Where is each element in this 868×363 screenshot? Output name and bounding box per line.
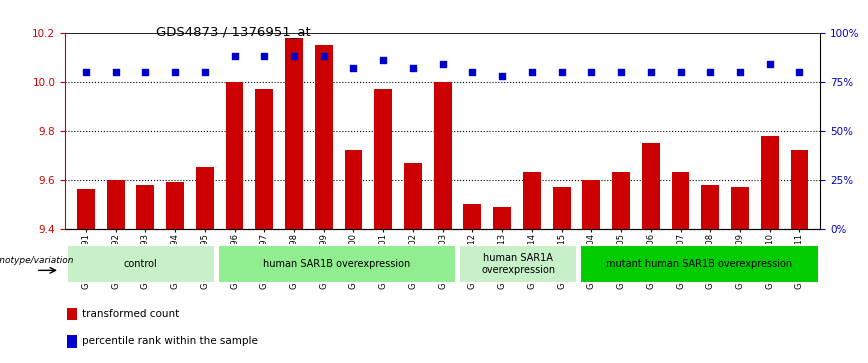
Bar [731,187,749,229]
Bar [68,307,76,320]
Point [674,69,687,75]
Point [792,69,806,75]
Bar [493,207,511,229]
Bar [345,150,363,229]
Text: mutant human SAR1B overexpression: mutant human SAR1B overexpression [607,259,792,269]
Point [584,69,598,75]
Bar [523,172,541,229]
Point [287,53,301,59]
Text: percentile rank within the sample: percentile rank within the sample [82,337,258,346]
Text: transformed count: transformed count [82,309,179,319]
Point [79,69,93,75]
Bar [760,136,779,229]
Bar [77,189,95,229]
Bar [612,172,630,229]
Text: GDS4873 / 1376951_at: GDS4873 / 1376951_at [156,25,311,38]
Point [436,61,450,67]
Point [615,69,628,75]
Bar [434,82,451,229]
Bar [166,182,184,229]
Bar [196,167,214,229]
Point [644,69,658,75]
Bar [136,185,155,229]
Bar [255,89,273,229]
Bar [553,187,570,229]
Bar [582,180,601,229]
Point [406,65,420,71]
Bar [107,180,125,229]
Point [525,69,539,75]
Bar [701,185,720,229]
Bar [374,89,392,229]
Point [138,69,152,75]
Point [227,53,241,59]
Bar [285,38,303,229]
Point [733,69,747,75]
Point [496,73,510,79]
Bar [404,163,422,229]
Point [763,61,777,67]
Text: control: control [124,259,157,269]
Point [346,65,360,71]
Point [376,57,390,63]
Text: human SAR1B overexpression: human SAR1B overexpression [263,259,411,269]
Point [168,69,182,75]
Point [317,53,331,59]
Point [108,69,122,75]
Point [703,69,717,75]
Point [465,69,479,75]
Bar [641,143,660,229]
Bar [67,245,214,283]
Text: human SAR1A
overexpression: human SAR1A overexpression [481,253,556,275]
Bar [672,172,689,229]
Bar [68,335,76,348]
Point [555,69,569,75]
Point [198,69,212,75]
Text: genotype/variation: genotype/variation [0,256,74,265]
Point [257,53,271,59]
Bar [226,82,244,229]
Bar [218,245,457,283]
Bar [791,150,808,229]
Bar [580,245,819,283]
Bar [315,45,332,229]
Bar [464,204,482,229]
Bar [459,245,577,283]
